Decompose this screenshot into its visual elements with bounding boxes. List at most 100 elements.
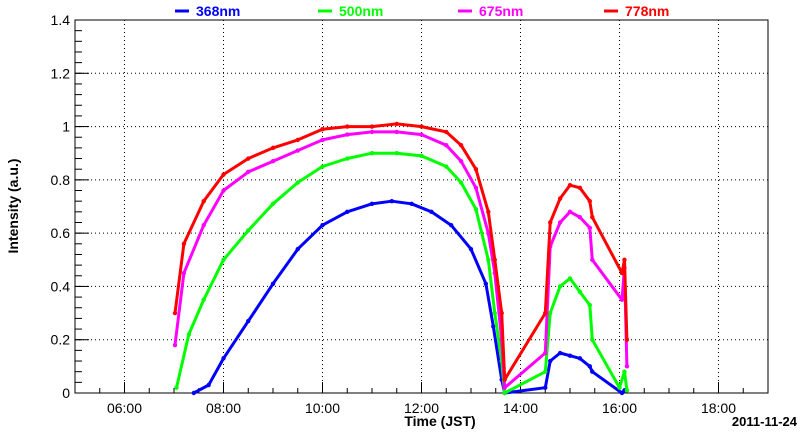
data-point [419,132,424,137]
data-point [221,188,226,193]
data-point [201,297,206,302]
data-point [206,382,211,388]
series-500nm [174,151,630,396]
data-point [201,222,206,228]
data-point [557,220,563,225]
data-point [548,310,553,316]
y-tick-label: 1.2 [51,65,71,81]
data-point [587,225,592,231]
data-point [491,324,496,329]
date-label: 2011-11-24 [732,414,798,429]
data-point [473,185,479,191]
legend-label: 675nm [479,3,523,19]
data-point [246,169,251,175]
data-point [587,364,592,369]
y-axis-label: Intensity (a.u.) [5,159,21,254]
y-tick-label: 0.4 [51,278,71,294]
data-point [543,310,548,316]
x-tick-label: 14:00 [503,400,538,416]
data-point [394,151,399,156]
data-point [181,270,187,276]
x-tick-label: 18:00 [701,400,736,416]
data-point [320,127,325,132]
data-point [246,318,251,324]
data-point [201,198,206,204]
axis-ticks: 06:00 08:00 10:00 12:00 14:00 16:00 18:00 0 0.2 0… [51,12,769,416]
data-point [567,182,573,188]
data-point [483,281,489,286]
data-point [295,148,300,153]
data-point [502,385,507,390]
data-point [320,137,325,143]
data-point [622,369,627,374]
data-point [429,209,434,215]
data-point [270,201,276,207]
data-point [246,228,251,233]
x-tick-label: 16:00 [602,400,637,416]
data-point [458,159,464,164]
legend-label: 778nm [625,3,669,19]
data-point [449,222,454,228]
data-point [590,337,595,342]
y-tick-label: 1.4 [51,12,71,28]
data-point [394,121,399,127]
data-point [590,369,595,374]
data-point [492,257,497,262]
data-point [444,164,449,169]
data-point [409,201,414,207]
data-point [444,143,449,148]
data-point [172,342,178,348]
data-point [502,377,507,382]
data-point [270,145,276,151]
data-point [369,201,375,207]
data-point [345,156,350,161]
data-point [502,390,507,396]
data-point [444,129,449,135]
data-point [624,364,630,369]
data-point [577,289,583,294]
data-point [473,167,479,172]
data-point [369,151,375,156]
data-point [624,388,630,393]
data-point [543,385,548,390]
data-point [458,143,464,148]
data-point [577,356,583,361]
data-point [181,241,187,246]
data-point [172,310,178,316]
data-point [587,302,592,308]
y-tick-label: 1 [62,119,70,135]
series-778nm [172,121,630,382]
data-point [369,129,375,135]
data-point [295,137,300,143]
data-point [221,257,226,262]
data-point [577,185,583,191]
data-point [468,246,474,252]
data-point [473,206,479,212]
x-tick-label: 10:00 [305,400,340,416]
data-point [587,198,592,204]
legend-label: 500nm [339,3,383,19]
data-point [590,214,595,220]
data-point [345,209,350,215]
data-point [345,132,350,137]
data-point [270,281,276,286]
legend: 368nm 500nm 675nm 778nm [175,3,669,19]
data-point [624,337,630,342]
data-point [567,353,573,358]
data-point [458,180,464,185]
y-tick-label: 0.8 [51,172,71,188]
data-point [389,198,394,204]
data-point [186,332,192,337]
data-point [567,276,573,281]
data-point [486,230,491,236]
data-point [369,124,375,129]
x-tick-label: 08:00 [206,400,241,416]
data-point [492,310,497,316]
data-point [419,124,424,129]
data-point [295,246,300,252]
series-368nm [191,198,627,396]
data-point [270,159,276,164]
data-point [619,270,625,276]
